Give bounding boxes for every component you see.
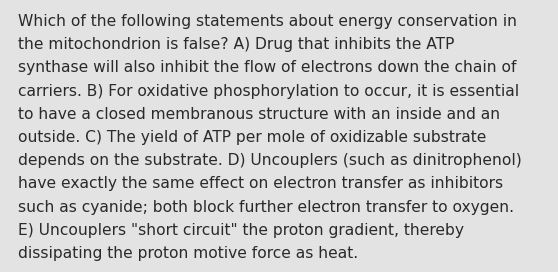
Text: the mitochondrion is false? A) Drug that inhibits the ATP: the mitochondrion is false? A) Drug that… <box>18 37 454 52</box>
Text: dissipating the proton motive force as heat.: dissipating the proton motive force as h… <box>18 246 358 261</box>
Text: depends on the substrate. D) Uncouplers (such as dinitrophenol): depends on the substrate. D) Uncouplers … <box>18 153 522 168</box>
Text: outside. C) The yield of ATP per mole of oxidizable substrate: outside. C) The yield of ATP per mole of… <box>18 130 487 145</box>
Text: such as cyanide; both block further electron transfer to oxygen.: such as cyanide; both block further elec… <box>18 200 514 215</box>
Text: to have a closed membranous structure with an inside and an: to have a closed membranous structure wi… <box>18 107 500 122</box>
Text: have exactly the same effect on electron transfer as inhibitors: have exactly the same effect on electron… <box>18 177 503 191</box>
Text: synthase will also inhibit the flow of electrons down the chain of: synthase will also inhibit the flow of e… <box>18 60 517 75</box>
Text: carriers. B) For oxidative phosphorylation to occur, it is essential: carriers. B) For oxidative phosphorylati… <box>18 84 519 98</box>
Text: E) Uncouplers "short circuit" the proton gradient, thereby: E) Uncouplers "short circuit" the proton… <box>18 223 464 238</box>
Text: Which of the following statements about energy conservation in: Which of the following statements about … <box>18 14 517 29</box>
